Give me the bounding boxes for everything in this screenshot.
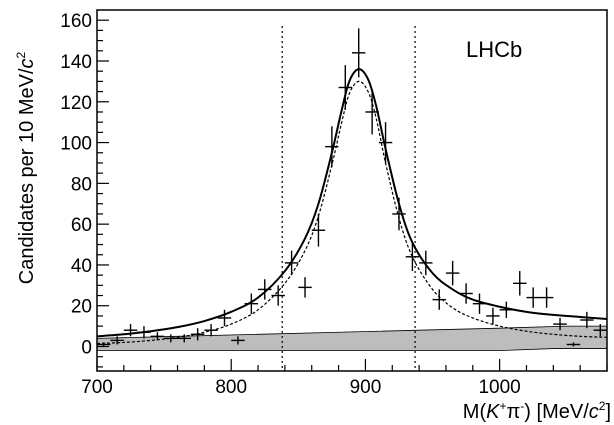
data-point xyxy=(445,260,460,286)
total-fit-curve xyxy=(96,68,608,338)
data-point xyxy=(271,285,285,306)
data-point xyxy=(244,293,259,314)
y-tick-label: 20 xyxy=(71,297,92,318)
data-point xyxy=(150,332,165,341)
signal-fit-curve xyxy=(96,80,608,345)
x-axis-label: M(K+π-) [MeV/c2] xyxy=(463,399,611,423)
x-tick-label: 900 xyxy=(350,377,382,398)
data-point xyxy=(231,336,245,345)
data-point xyxy=(553,317,567,331)
x-tick-label: 1000 xyxy=(478,377,520,398)
cut-lines-layer xyxy=(281,26,416,371)
x-tick-label: 700 xyxy=(81,377,113,398)
data-point xyxy=(352,28,366,78)
data-point xyxy=(459,283,473,304)
y-axis-label: Candidates per 10 MeV/c2 xyxy=(14,52,38,285)
y-tick-label: 140 xyxy=(60,52,92,73)
lhcb-annotation: LHCb xyxy=(466,37,522,62)
data-points-layer xyxy=(97,28,607,347)
data-point xyxy=(217,309,232,327)
data-point xyxy=(499,301,514,318)
y-tick-label: 160 xyxy=(60,11,92,32)
data-point xyxy=(392,197,406,231)
y-axis-ticks: 0 20 40 60 80 100 120 140 160 xyxy=(60,11,109,368)
data-point xyxy=(405,242,420,272)
y-tick-label: 40 xyxy=(71,256,92,277)
data-point xyxy=(110,336,124,345)
plot-frame xyxy=(96,9,608,372)
data-point xyxy=(526,287,540,308)
x-axis-ticks: 700 800 900 1000 xyxy=(81,359,608,398)
data-point xyxy=(123,324,138,337)
y-tick-label: 100 xyxy=(60,134,92,155)
data-point xyxy=(513,271,527,296)
data-point xyxy=(566,342,581,347)
fit-curves-layer xyxy=(96,68,608,345)
y-tick-label: 0 xyxy=(81,338,92,359)
data-point xyxy=(593,324,607,337)
data-point xyxy=(204,324,218,337)
data-point xyxy=(284,250,299,276)
data-point xyxy=(338,65,352,110)
data-point xyxy=(298,277,312,298)
y-tick-label: 60 xyxy=(71,215,92,236)
data-point xyxy=(164,334,178,343)
data-point xyxy=(365,89,379,135)
data-point xyxy=(472,293,487,314)
data-point xyxy=(137,326,151,339)
y-tick-label: 120 xyxy=(60,93,92,114)
data-point xyxy=(190,328,205,341)
data-point xyxy=(580,311,594,329)
data-point xyxy=(97,342,111,347)
x-tick-label: 800 xyxy=(215,377,247,398)
data-point xyxy=(177,334,191,343)
data-point xyxy=(378,122,393,163)
data-point xyxy=(419,250,433,276)
data-point xyxy=(486,307,500,325)
data-point xyxy=(311,213,326,247)
y-tick-label: 80 xyxy=(71,174,92,195)
data-point xyxy=(432,289,446,310)
data-point xyxy=(258,279,272,300)
data-point xyxy=(539,287,554,308)
data-point xyxy=(325,126,339,168)
